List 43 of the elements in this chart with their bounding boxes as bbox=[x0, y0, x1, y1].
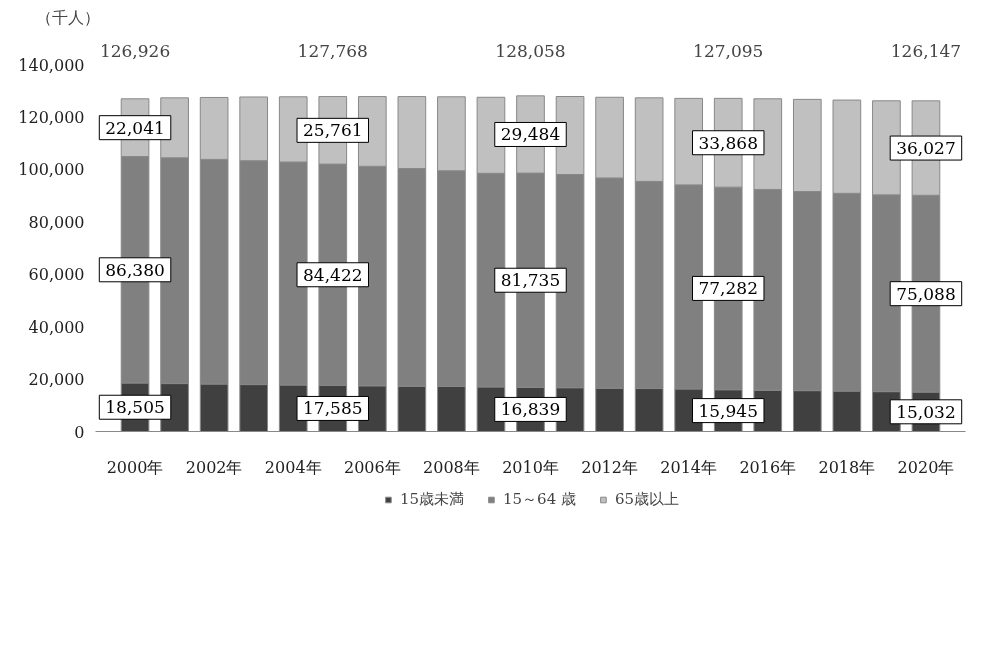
data-label: 77,282 bbox=[698, 278, 758, 299]
data-label: 36,027 bbox=[896, 138, 956, 159]
data-label: 15,032 bbox=[896, 401, 956, 422]
y-tick-label: 120,000 bbox=[18, 107, 85, 127]
y-tick-label: 40,000 bbox=[28, 317, 85, 337]
data-label: 16,839 bbox=[500, 399, 561, 420]
y-axis-title: （千人） bbox=[35, 7, 100, 27]
legend-label: 65歳以上 bbox=[614, 489, 680, 509]
data-label: 25,761 bbox=[303, 120, 363, 141]
x-tick-label: 2018年 bbox=[818, 457, 876, 477]
total-label: 127,768 bbox=[297, 40, 368, 61]
x-tick-label: 2020年 bbox=[897, 457, 955, 477]
x-tick-label: 2016年 bbox=[739, 457, 797, 477]
y-tick-label: 60,000 bbox=[28, 265, 85, 285]
data-label: 75,088 bbox=[896, 283, 956, 304]
data-label: 86,380 bbox=[105, 259, 165, 280]
data-label: 29,484 bbox=[500, 124, 561, 145]
legend-label: 15～64 歳 bbox=[503, 489, 576, 509]
data-label: 18,505 bbox=[105, 397, 165, 418]
total-label: 128,058 bbox=[495, 40, 566, 61]
x-tick-label: 2010年 bbox=[502, 457, 559, 477]
data-label: 17,585 bbox=[303, 398, 363, 419]
total-label: 126,926 bbox=[99, 40, 171, 61]
data-label: 22,041 bbox=[105, 117, 165, 138]
x-tick-label: 2006年 bbox=[343, 457, 401, 477]
data-label: 33,868 bbox=[698, 132, 758, 153]
x-tick-label: 2012年 bbox=[581, 457, 638, 477]
y-tick-label: 20,000 bbox=[28, 370, 85, 390]
data-label: 81,735 bbox=[500, 270, 561, 291]
x-tick-label: 2000年 bbox=[106, 457, 164, 477]
x-tick-label: 2004年 bbox=[264, 457, 322, 477]
data-label: 84,422 bbox=[303, 264, 363, 285]
total-label: 127,095 bbox=[693, 40, 764, 61]
legend-label: 15歳未満 bbox=[399, 489, 465, 509]
total-label: 126,147 bbox=[890, 40, 962, 61]
x-tick-label: 2014年 bbox=[660, 457, 718, 477]
y-tick-label: 140,000 bbox=[18, 55, 85, 75]
data-label: 15,945 bbox=[698, 400, 758, 421]
y-tick-label: 80,000 bbox=[28, 212, 85, 232]
x-tick-label: 2002年 bbox=[185, 457, 243, 477]
x-tick-label: 2008年 bbox=[423, 457, 480, 477]
y-tick-label: 0 bbox=[74, 422, 85, 442]
y-tick-label: 100,000 bbox=[18, 160, 85, 180]
